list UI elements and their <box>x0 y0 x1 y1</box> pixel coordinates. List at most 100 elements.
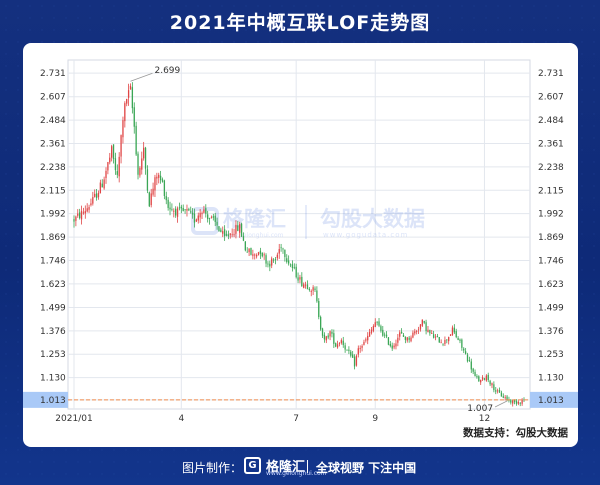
candle-body <box>472 368 474 372</box>
candle-body <box>229 233 231 235</box>
candle-body <box>284 250 286 258</box>
candle-body <box>225 234 228 236</box>
candle-body <box>402 334 405 337</box>
candle-body <box>146 169 149 191</box>
candle-body <box>438 337 440 343</box>
candle-body <box>367 335 369 341</box>
y-tick-label-right: 1.992 <box>538 210 564 220</box>
candle-body <box>276 254 279 259</box>
candle-body <box>107 162 109 171</box>
candle-body <box>163 180 166 196</box>
candle-body <box>382 329 384 336</box>
candle-body <box>466 354 469 362</box>
candle-body <box>419 324 422 330</box>
watermark-domain: www.gelonghui.com <box>223 232 284 239</box>
candle-body <box>171 208 173 210</box>
candle-body <box>246 251 248 253</box>
candle-body <box>408 337 410 340</box>
y-tick-label-right: 1.623 <box>538 280 564 290</box>
candle-body <box>463 348 465 351</box>
candle-body <box>397 337 399 343</box>
candle-body <box>455 331 457 338</box>
candle-body <box>325 336 327 341</box>
candle-body <box>182 207 184 211</box>
watermark-partner: 勾股大数据 <box>320 207 425 231</box>
candle-body <box>105 170 107 179</box>
x-tick-label: 9 <box>372 414 378 424</box>
candle-body <box>432 334 435 338</box>
candle-body <box>480 379 482 383</box>
candle-body <box>239 224 241 233</box>
candle-body <box>240 223 243 237</box>
candle-body <box>208 218 211 219</box>
candle-body <box>159 175 162 181</box>
plot-frame <box>67 59 531 410</box>
candle-body <box>399 332 401 337</box>
candle-body <box>295 266 297 278</box>
candle-body <box>180 206 182 209</box>
y-tick-label-right: 1.376 <box>538 327 564 337</box>
candle-body <box>331 331 333 334</box>
candle-body <box>519 402 521 404</box>
candle-body <box>510 400 512 403</box>
candle-body <box>291 264 294 268</box>
candle-body <box>391 345 393 349</box>
candle-body <box>75 216 77 221</box>
candle-body <box>502 396 504 398</box>
candle-body <box>470 361 472 370</box>
watermark-brand: 格隆汇 <box>223 207 286 231</box>
candle-body <box>361 345 363 348</box>
candle-body <box>169 207 171 210</box>
y-tick-label-right: 2.238 <box>538 163 564 173</box>
candle-body <box>487 374 489 381</box>
candle-body <box>141 158 143 170</box>
candle-body <box>434 336 437 338</box>
y-tick-label-right: 2.607 <box>538 93 564 103</box>
candle-body <box>517 401 520 404</box>
candle-body <box>491 383 493 386</box>
candle-body <box>321 328 324 336</box>
candle-body <box>80 210 83 220</box>
candle-body <box>156 176 158 179</box>
candle-body <box>154 177 156 191</box>
candle-body <box>244 241 246 251</box>
candle-body <box>175 208 177 216</box>
y-tick-label-left: 1.499 <box>40 303 66 313</box>
candle-body <box>489 380 491 385</box>
candle-body <box>184 209 186 211</box>
candle-body <box>152 188 154 195</box>
candle-body <box>335 343 337 347</box>
annotation-leader <box>130 72 153 82</box>
candle-body <box>521 399 523 404</box>
candle-body <box>436 336 439 338</box>
footer-credit: 图片制作： <box>182 461 243 475</box>
candle-body <box>176 208 179 217</box>
candle-body <box>235 224 237 234</box>
candle-body <box>259 250 262 254</box>
candle-body <box>406 337 408 341</box>
y-tick-label-right: 2.115 <box>538 186 564 196</box>
candle-body <box>222 231 224 234</box>
candle-body <box>272 259 275 261</box>
candle-body <box>427 329 429 333</box>
candle-body <box>186 209 188 211</box>
candle-body <box>421 319 423 326</box>
y-tick-label-left: 1.746 <box>40 256 66 266</box>
candle-body <box>423 320 425 323</box>
candle-body <box>431 333 433 334</box>
candle-body <box>440 342 442 344</box>
candle-body <box>378 321 380 326</box>
candle-body <box>167 199 169 208</box>
candle-body <box>101 183 103 188</box>
candle-body <box>495 390 497 392</box>
candle-body <box>504 397 506 399</box>
candle-body <box>348 349 350 351</box>
candle-body <box>346 349 348 351</box>
candle-body <box>404 336 407 340</box>
candle-body <box>314 288 316 290</box>
source-note: 数据支持：勾股大数据 <box>462 426 568 439</box>
candle-body <box>513 399 516 402</box>
y-tick-label-left: 1.992 <box>40 210 66 220</box>
candle-body <box>120 135 122 157</box>
candle-body <box>483 378 486 380</box>
